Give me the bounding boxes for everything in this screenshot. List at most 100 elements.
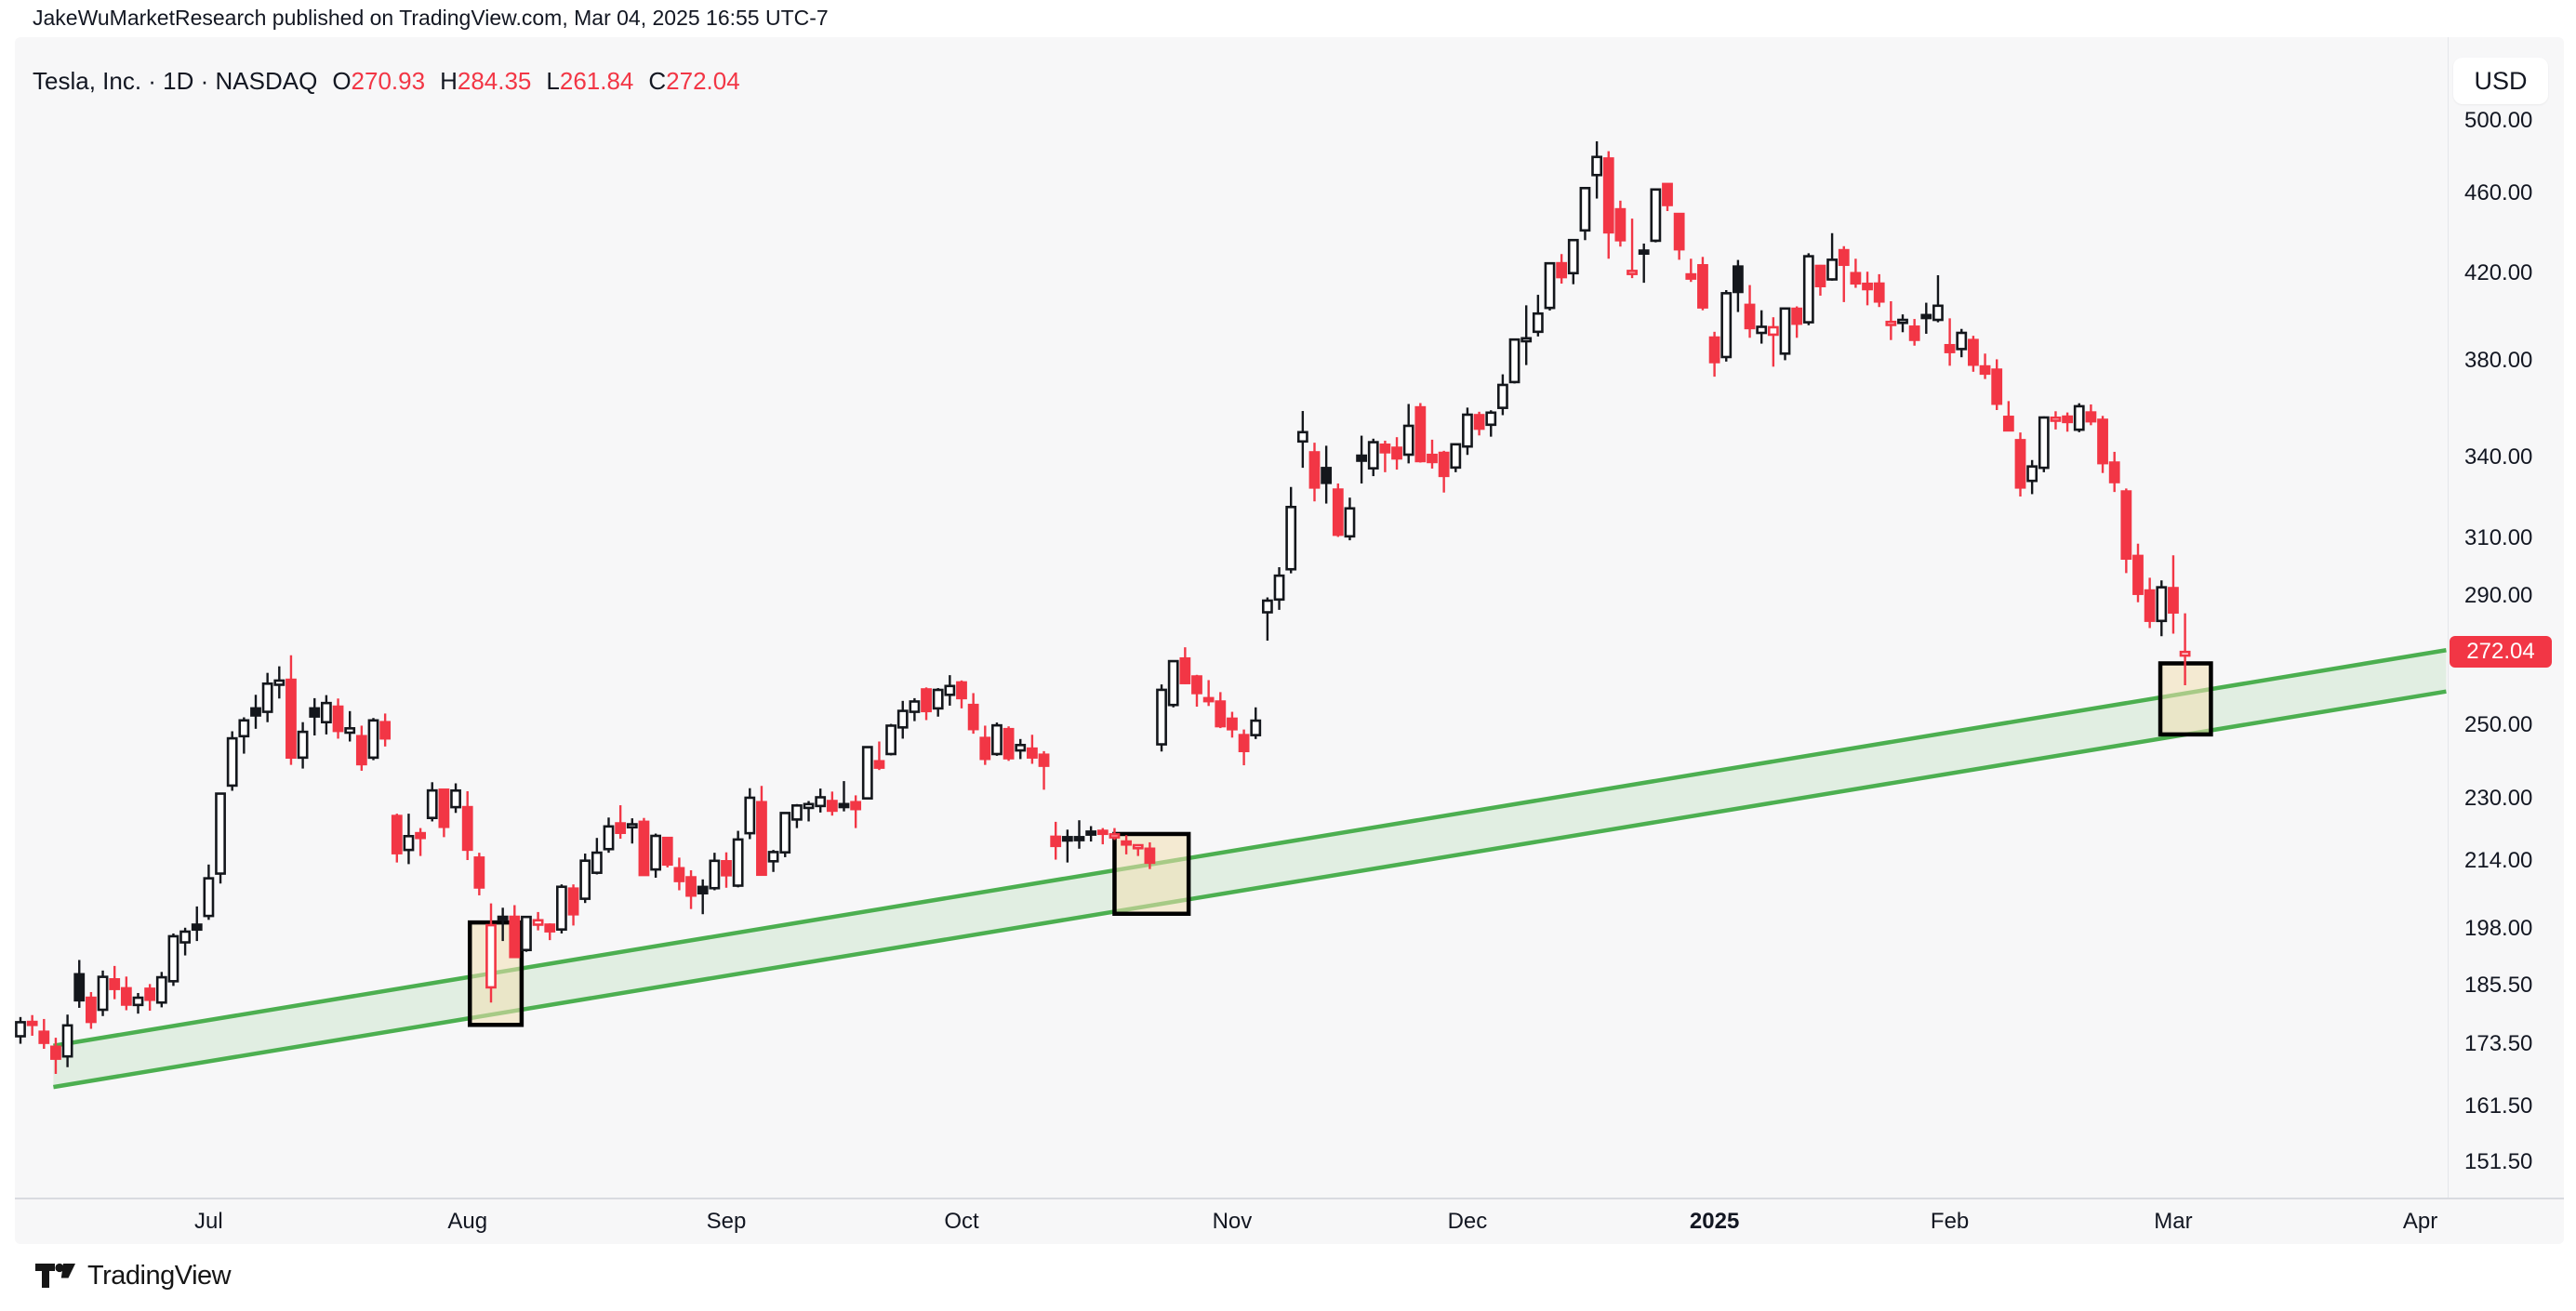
candle-2025-01-10[interactable] [1767,317,1779,367]
candle-2024-07-10[interactable] [273,666,285,699]
candle-2024-08-27[interactable] [673,857,685,891]
candle-2024-06-11[interactable] [50,1038,61,1075]
candle-2024-07-05[interactable] [238,717,250,754]
candle-2024-08-30[interactable] [709,853,721,891]
candle-2024-09-24[interactable] [896,700,909,739]
candle-2024-06-10[interactable] [38,1018,50,1049]
candle-2024-06-06[interactable] [15,1016,26,1044]
candle-2024-12-31[interactable] [1697,257,1708,311]
candle-2024-06-07[interactable] [26,1014,38,1036]
candle-2025-01-31[interactable] [1932,275,1944,323]
candle-2024-12-04[interactable] [1485,410,1497,437]
candle-2024-10-16[interactable] [1085,826,1097,842]
candle-2024-11-14[interactable] [1332,483,1344,537]
candle-2024-07-19[interactable] [355,725,367,771]
candle-2024-12-02[interactable] [1462,407,1473,456]
candle-2024-11-22[interactable] [1402,404,1414,464]
candle-2024-10-24[interactable] [1156,684,1167,752]
candle-2024-06-17[interactable] [97,970,109,1016]
candle-2025-02-06[interactable] [1979,353,1991,379]
trend-channel-lower-line[interactable] [53,689,2447,1090]
candle-2024-12-10[interactable] [1532,295,1544,337]
candle-2025-02-14[interactable] [2050,411,2062,430]
candle-2024-08-15[interactable] [579,854,591,904]
candle-2024-12-16[interactable] [1579,187,1591,241]
candle-2025-01-15[interactable] [1802,253,1814,325]
candle-2025-01-24[interactable] [1873,273,1885,308]
candle-2024-11-06[interactable] [1262,597,1273,641]
candle-2024-12-05[interactable] [1497,374,1508,416]
candle-2024-10-22[interactable] [1132,843,1144,856]
candle-2025-02-11[interactable] [2014,432,2026,497]
candle-2024-09-13[interactable] [815,788,827,813]
candle-2025-01-13[interactable] [1779,307,1791,361]
candle-2025-01-17[interactable] [1826,232,1838,281]
candle-2025-02-07[interactable] [1991,359,2003,410]
candle-2025-02-27[interactable] [2144,577,2156,629]
candle-2024-10-10[interactable] [1038,750,1050,790]
candle-2024-06-27[interactable] [179,927,191,956]
candle-2025-01-22[interactable] [1850,258,1862,288]
candle-2024-06-14[interactable] [86,991,97,1029]
candle-2024-11-07[interactable] [1273,567,1285,610]
candle-2024-07-17[interactable] [332,698,344,739]
candle-2024-09-30[interactable] [944,675,956,706]
candle-2024-10-25[interactable] [1167,659,1179,708]
candle-2024-09-25[interactable] [909,697,921,722]
candle-2024-10-07[interactable] [1003,726,1015,761]
candle-2024-06-28[interactable] [191,906,203,942]
candle-2024-09-04[interactable] [732,830,744,888]
candle-2025-02-24[interactable] [2108,451,2120,493]
candle-2024-11-18[interactable] [1356,435,1367,484]
candle-2024-09-23[interactable] [885,723,896,756]
candle-2025-02-21[interactable] [2097,416,2108,473]
candle-2024-10-30[interactable] [1202,680,1215,707]
candle-2024-09-20[interactable] [873,741,885,771]
candle-2024-09-27[interactable] [932,688,944,717]
candle-2024-10-04[interactable] [991,722,1003,756]
candle-2024-12-30[interactable] [1685,258,1697,283]
candle-2025-01-08[interactable] [1756,310,1768,344]
candle-2024-11-20[interactable] [1379,440,1391,472]
candle-2024-12-06[interactable] [1508,338,1520,384]
candle-2024-10-09[interactable] [1027,735,1038,764]
candle-2024-09-18[interactable] [850,795,862,828]
candle-2025-02-18[interactable] [2062,412,2073,432]
candle-2024-11-13[interactable] [1321,445,1333,504]
candle-2024-09-03[interactable] [721,852,732,888]
candle-2024-07-08[interactable] [250,695,261,729]
chart-surface[interactable] [15,37,2564,1244]
candle-2024-08-13[interactable] [555,884,567,934]
candle-2025-01-23[interactable] [1862,271,1873,306]
candle-2025-01-06[interactable] [1733,259,1744,312]
candle-2024-09-19[interactable] [861,746,873,800]
candle-2024-09-26[interactable] [921,687,932,721]
candle-2024-08-07[interactable] [509,905,521,959]
candle-2025-02-13[interactable] [2038,416,2050,472]
candle-2024-11-05[interactable] [1250,707,1262,739]
candle-2024-12-12[interactable] [1556,254,1568,285]
trend-channel-upper-line[interactable] [53,648,2447,1048]
candle-2024-11-15[interactable] [1344,497,1356,541]
candle-2024-11-25[interactable] [1414,403,1427,463]
candle-2024-10-01[interactable] [956,680,967,708]
candle-2024-12-09[interactable] [1520,305,1533,365]
candle-2024-08-28[interactable] [685,869,697,909]
candle-2024-07-09[interactable] [261,672,273,722]
candle-2024-07-18[interactable] [344,710,356,742]
candle-2024-10-28[interactable] [1179,647,1191,684]
candle-2024-08-14[interactable] [567,884,579,926]
candle-2024-10-23[interactable] [1144,841,1156,869]
candle-2024-11-01[interactable] [1227,711,1238,738]
candle-2024-09-06[interactable] [756,786,767,877]
candle-2024-06-24[interactable] [144,984,156,1012]
candle-2024-07-02[interactable] [215,792,226,884]
candle-2025-01-30[interactable] [1920,302,1932,334]
candle-2024-10-14[interactable] [1061,829,1073,863]
candle-2024-12-17[interactable] [1591,140,1602,199]
candle-2024-08-05[interactable] [485,903,497,1003]
candle-2024-07-11[interactable] [285,655,297,765]
candle-2024-12-23[interactable] [1638,243,1650,284]
candle-2024-12-19[interactable] [1614,200,1627,247]
candle-2024-06-18[interactable] [109,965,121,1000]
